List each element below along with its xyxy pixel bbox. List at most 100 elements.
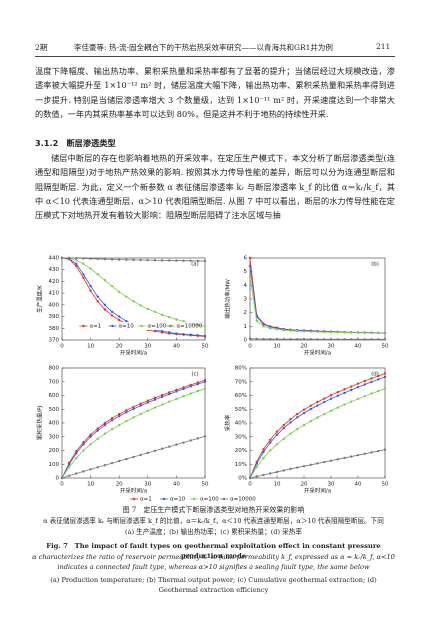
y-tick-label: 400 [49, 421, 60, 427]
point [125, 411, 128, 414]
point [255, 337, 258, 341]
point [96, 273, 99, 276]
x-axis-label: 开采时间/a [120, 349, 147, 357]
point [269, 337, 272, 341]
point [316, 330, 319, 333]
point [118, 414, 121, 418]
x-tick-label: 0 [248, 344, 252, 350]
point [269, 438, 272, 441]
point [103, 464, 107, 467]
point [363, 394, 366, 398]
point [377, 331, 380, 335]
point [336, 406, 339, 409]
point [289, 337, 292, 341]
point [132, 455, 135, 459]
point [302, 464, 306, 468]
x-tick-label: 30 [328, 344, 335, 350]
point [75, 259, 78, 262]
y-tick-label: 100 [49, 462, 60, 468]
legend-box [75, 322, 192, 330]
point [67, 465, 71, 469]
legend-marker [162, 497, 166, 501]
point [203, 435, 207, 438]
point [302, 408, 306, 411]
plot-frame [61, 367, 206, 479]
point [350, 400, 353, 403]
point [363, 338, 366, 341]
point [110, 258, 114, 261]
x-tick-label: 20 [301, 344, 308, 350]
legend-label: α=1 [90, 324, 102, 330]
legend-marker [132, 497, 136, 501]
point [160, 447, 164, 450]
point [153, 310, 157, 314]
point [302, 411, 306, 415]
point [309, 330, 312, 333]
point [269, 472, 272, 475]
point [75, 257, 78, 260]
point [296, 466, 299, 469]
point [67, 463, 71, 466]
caption-en-panels: (a) Production temperature; (b) Thermal … [50, 576, 377, 594]
point [189, 259, 192, 263]
point [75, 472, 78, 475]
legend-label: α=10 [119, 324, 135, 330]
x-tick-label: 30 [328, 482, 335, 488]
point [82, 470, 85, 473]
point [262, 456, 265, 460]
point [343, 456, 346, 460]
point [275, 337, 279, 341]
point [275, 328, 279, 331]
point [383, 448, 387, 451]
point [182, 394, 185, 398]
point [196, 259, 200, 263]
point [153, 396, 157, 400]
point [343, 391, 346, 395]
point [67, 474, 71, 477]
point [377, 374, 380, 378]
point [89, 289, 92, 292]
point [343, 338, 346, 341]
point [383, 372, 387, 375]
y-tick-label: 60% [235, 393, 247, 399]
y-tick-label: 370 [49, 338, 60, 344]
point [350, 388, 353, 392]
x-axis-label: 开采时间/a [304, 349, 331, 357]
series-line [249, 257, 386, 334]
point [289, 421, 292, 424]
point [289, 417, 292, 421]
y-tick-label: 20% [235, 448, 247, 454]
point [89, 433, 92, 436]
point [255, 475, 258, 478]
point [383, 375, 387, 379]
point [182, 320, 185, 323]
point [89, 284, 92, 288]
point [82, 443, 85, 446]
point [356, 382, 360, 385]
page-number: 211 [376, 42, 391, 51]
legend-marker [82, 324, 85, 328]
point [302, 423, 306, 427]
point [182, 332, 185, 336]
point [370, 451, 373, 454]
point [329, 331, 333, 334]
point [60, 256, 64, 260]
y-tick-label: 6 [244, 256, 248, 262]
running-title: 李佳豪等: 热-流-固全耦合下的干热岩热采效率研究——以青海共和GR1井为例 [74, 43, 333, 52]
point [160, 259, 164, 262]
point [350, 331, 353, 334]
x-tick-label: 50 [382, 482, 389, 488]
point [296, 412, 299, 416]
point [182, 387, 185, 391]
point [289, 432, 292, 435]
point [89, 257, 92, 260]
point [182, 259, 185, 262]
y-tick-label: 390 [49, 314, 60, 320]
point [89, 267, 92, 270]
point [282, 437, 285, 441]
y-tick-label: 50% [235, 407, 247, 413]
point [316, 416, 319, 419]
point [96, 427, 99, 430]
point [75, 265, 78, 268]
point [350, 338, 353, 341]
